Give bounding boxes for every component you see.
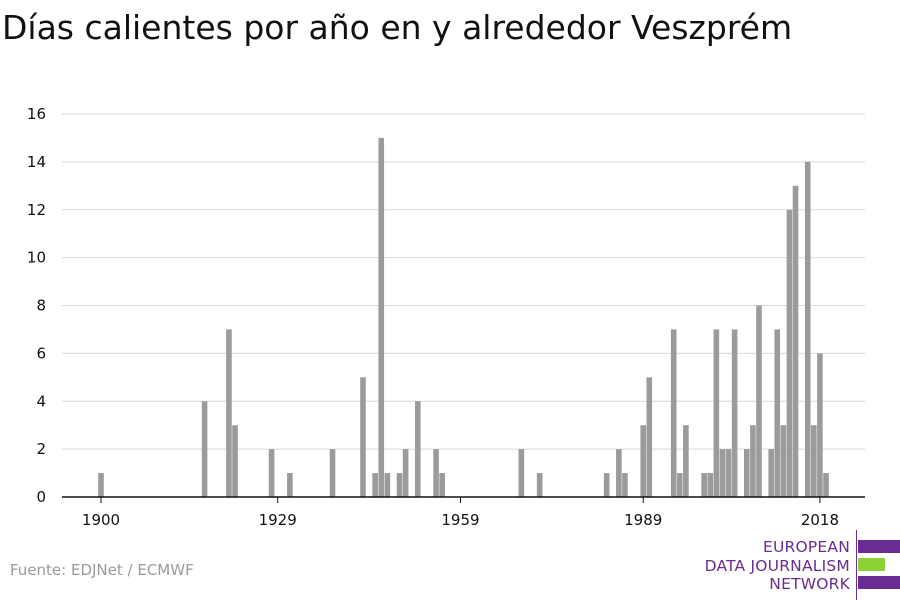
bar: [98, 473, 104, 497]
bar: [646, 377, 653, 497]
bar: [360, 377, 366, 497]
logo-bar-top: [858, 540, 900, 553]
bar: [817, 353, 823, 497]
bar: [640, 425, 647, 497]
bar: [823, 473, 829, 497]
bar: [536, 473, 543, 497]
logo-line-3: NETWORK: [769, 575, 850, 593]
bar: [396, 473, 403, 497]
bar: [750, 425, 756, 497]
y-tick-label: 10: [27, 249, 46, 267]
bar: [731, 329, 738, 497]
y-tick-label: 0: [36, 488, 46, 506]
bar: [384, 473, 391, 497]
bar: [415, 401, 421, 497]
bar: [743, 449, 750, 497]
x-tick-label: 1929: [259, 511, 297, 529]
bar: [719, 449, 726, 497]
source-note: Fuente: EDJNet / ECMWF: [10, 561, 194, 579]
bar: [329, 449, 336, 497]
bar: [622, 473, 628, 497]
y-tick-label: 16: [27, 105, 46, 123]
bar: [226, 329, 232, 497]
bar: [792, 185, 799, 497]
bar: [670, 329, 677, 497]
bar: [518, 449, 525, 497]
logo-bar-middle: [858, 558, 885, 571]
bar: [768, 449, 774, 497]
bar: [786, 209, 793, 497]
bar: [725, 449, 732, 497]
bar: [774, 329, 781, 497]
bar: [402, 449, 409, 497]
bar: [683, 425, 689, 497]
logo-text: EUROPEAN DATA JOURNALISM NETWORK: [705, 538, 850, 594]
bar: [804, 161, 811, 497]
bars: [98, 137, 829, 497]
y-tick-label: 4: [36, 392, 46, 410]
bar: [433, 449, 439, 497]
y-tick-label: 12: [27, 201, 46, 219]
logo-line-2: DATA JOURNALISM: [704, 556, 850, 575]
y-tick-label: 6: [36, 344, 46, 362]
y-axis-tick-labels: 0 2 4 6 8 10 12 14 16: [27, 105, 46, 506]
bar: [713, 329, 720, 497]
bar: [701, 473, 707, 497]
bar: [232, 425, 238, 497]
x-tick-label: 1959: [441, 511, 479, 529]
logo-divider: [856, 530, 857, 600]
x-tick-label: 2018: [801, 511, 839, 529]
edjnet-logo: EUROPEAN DATA JOURNALISM NETWORK: [700, 530, 900, 600]
bar: [707, 473, 714, 497]
bar: [811, 425, 817, 497]
gridlines: [62, 113, 865, 450]
bar: [676, 473, 683, 497]
bar: [603, 473, 610, 497]
bar: [268, 449, 275, 497]
x-tick-label: 1900: [82, 511, 120, 529]
bar: [439, 473, 445, 497]
y-tick-label: 2: [36, 440, 46, 458]
chart-title: Días calientes por año en y alrededor Ve…: [2, 8, 793, 47]
y-tick-label: 14: [27, 153, 46, 171]
y-tick-label: 8: [36, 297, 46, 315]
bar: [756, 305, 762, 497]
bar: [616, 449, 622, 497]
bar: [287, 473, 293, 497]
bar: [378, 137, 385, 497]
bar: [780, 425, 787, 497]
bar: [372, 473, 378, 497]
bar: [201, 401, 208, 497]
logo-line-1: EUROPEAN: [762, 538, 850, 556]
logo-bar-bottom: [858, 576, 900, 589]
x-axis: 1900 1929 1959 1989 2018: [62, 496, 865, 529]
x-tick-label: 1989: [624, 511, 662, 529]
